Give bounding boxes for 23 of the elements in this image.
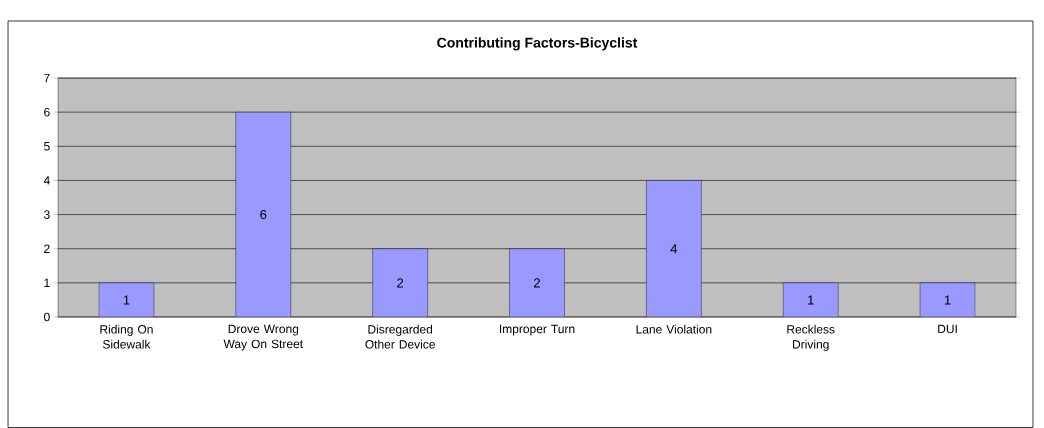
x-tick-label: Improper Turn (499, 324, 575, 336)
x-tick-label: Disregarded Other Device (365, 324, 435, 349)
y-tick-label: 1 (44, 278, 50, 287)
x-tick-label: Lane Violation (636, 324, 712, 334)
x-tick-label: DUI (938, 324, 957, 334)
y-tick-label: 2 (44, 244, 50, 253)
data-label: 1 (808, 295, 814, 305)
data-label: 1 (123, 295, 130, 305)
y-tick-label: 4 (43, 176, 50, 185)
x-tick-label: Riding On Sidewalk (100, 324, 153, 349)
y-tick-label: 0 (44, 312, 50, 322)
y-tick-label: 7 (44, 73, 50, 83)
data-label: 2 (397, 278, 404, 288)
chart-title: Contributing Factors-Bicyclist (437, 37, 638, 51)
y-tick-label: 5 (44, 142, 50, 151)
data-label: 6 (260, 209, 267, 220)
data-label: 1 (944, 295, 951, 305)
data-label: 2 (534, 278, 540, 288)
x-tick-label: Reckless Driving (787, 324, 835, 351)
y-tick-label: 3 (44, 210, 50, 219)
data-label: 4 (670, 244, 678, 254)
x-tick-label: Drove Wrong Way On Street (223, 324, 303, 351)
y-tick-label: 6 (44, 107, 50, 117)
